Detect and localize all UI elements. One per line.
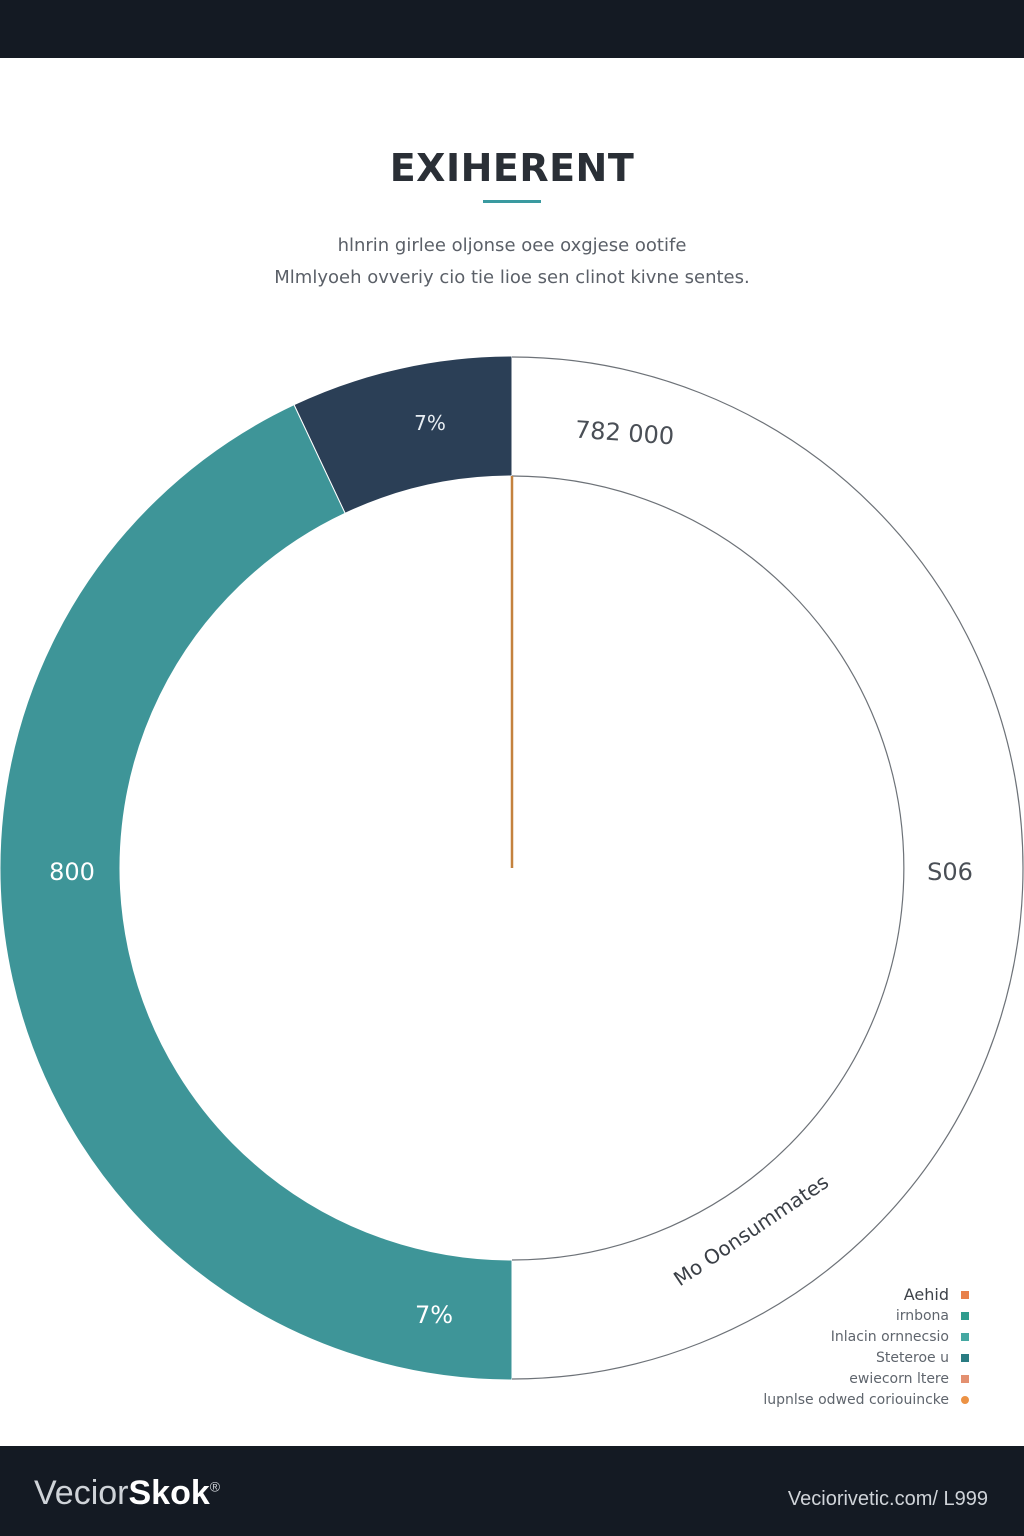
legend-swatch — [961, 1353, 969, 1362]
legend-item-aehid: Aehid — [649, 1284, 969, 1305]
legend-label: Inlacin ornnecsio — [830, 1328, 949, 1345]
legend-item-lupnlse: lupnlse odwed coriouincke — [649, 1389, 969, 1410]
chart-data-label: 800 — [49, 858, 95, 886]
subtitle-line-2: Mlmlyoeh ovveriy cio tie lioe sen clinot… — [274, 267, 750, 288]
brand-mark: ® — [209, 1478, 221, 1495]
legend-swatch — [961, 1395, 969, 1404]
legend-swatch — [961, 1290, 969, 1299]
legend-label: Aehid — [903, 1285, 949, 1304]
brand-url: Veciorivetic.com/ L999 — [787, 1488, 988, 1510]
legend-label: lupnlse odwed coriouincke — [763, 1391, 949, 1408]
title-underline — [483, 200, 541, 203]
brand-light: Vecior — [34, 1474, 129, 1512]
chart-data-label: 7% — [415, 1301, 453, 1329]
chart-data-label: S06 — [927, 858, 973, 886]
legend-item-ewiecorn: ewiecorn ltere — [649, 1368, 969, 1389]
donut-outline — [511, 475, 905, 1261]
brand-logo: VeciorSkok® — [34, 1474, 220, 1513]
legend-swatch — [961, 1311, 969, 1320]
donut-slice — [0, 404, 513, 1381]
legend-item-irnbona: irnbona — [649, 1305, 969, 1326]
brand-bold: Skok — [128, 1474, 210, 1512]
legend-item-steteroe: Steteroe u — [649, 1347, 969, 1368]
chart-legend: Aehid irnbona Inlacin ornnecsio Steteroe… — [649, 1284, 969, 1410]
legend-label: ewiecorn ltere — [849, 1370, 949, 1387]
chart-data-label: 782 000 — [574, 416, 675, 451]
donut-outline — [511, 356, 1024, 1380]
legend-swatch — [961, 1332, 969, 1341]
legend-swatch — [961, 1374, 969, 1383]
legend-label: Steteroe u — [875, 1349, 949, 1366]
legend-item-inlacin: Inlacin ornnecsio — [649, 1326, 969, 1347]
chart-title: EXIHERENT — [389, 146, 635, 190]
footer-bar: VeciorSkok® Veciorivetic.com/ L999 — [0, 1446, 1024, 1536]
chart-subtitle: hlnrin girlee oljonse oee oxgjese ootife… — [0, 230, 1024, 294]
legend-label: irnbona — [895, 1307, 949, 1324]
donut-slice — [512, 356, 1024, 1380]
subtitle-line-1: hlnrin girlee oljonse oee oxgjese ootife — [337, 235, 687, 256]
top-banner — [0, 0, 1024, 58]
chart-data-label: 7% — [414, 411, 446, 435]
